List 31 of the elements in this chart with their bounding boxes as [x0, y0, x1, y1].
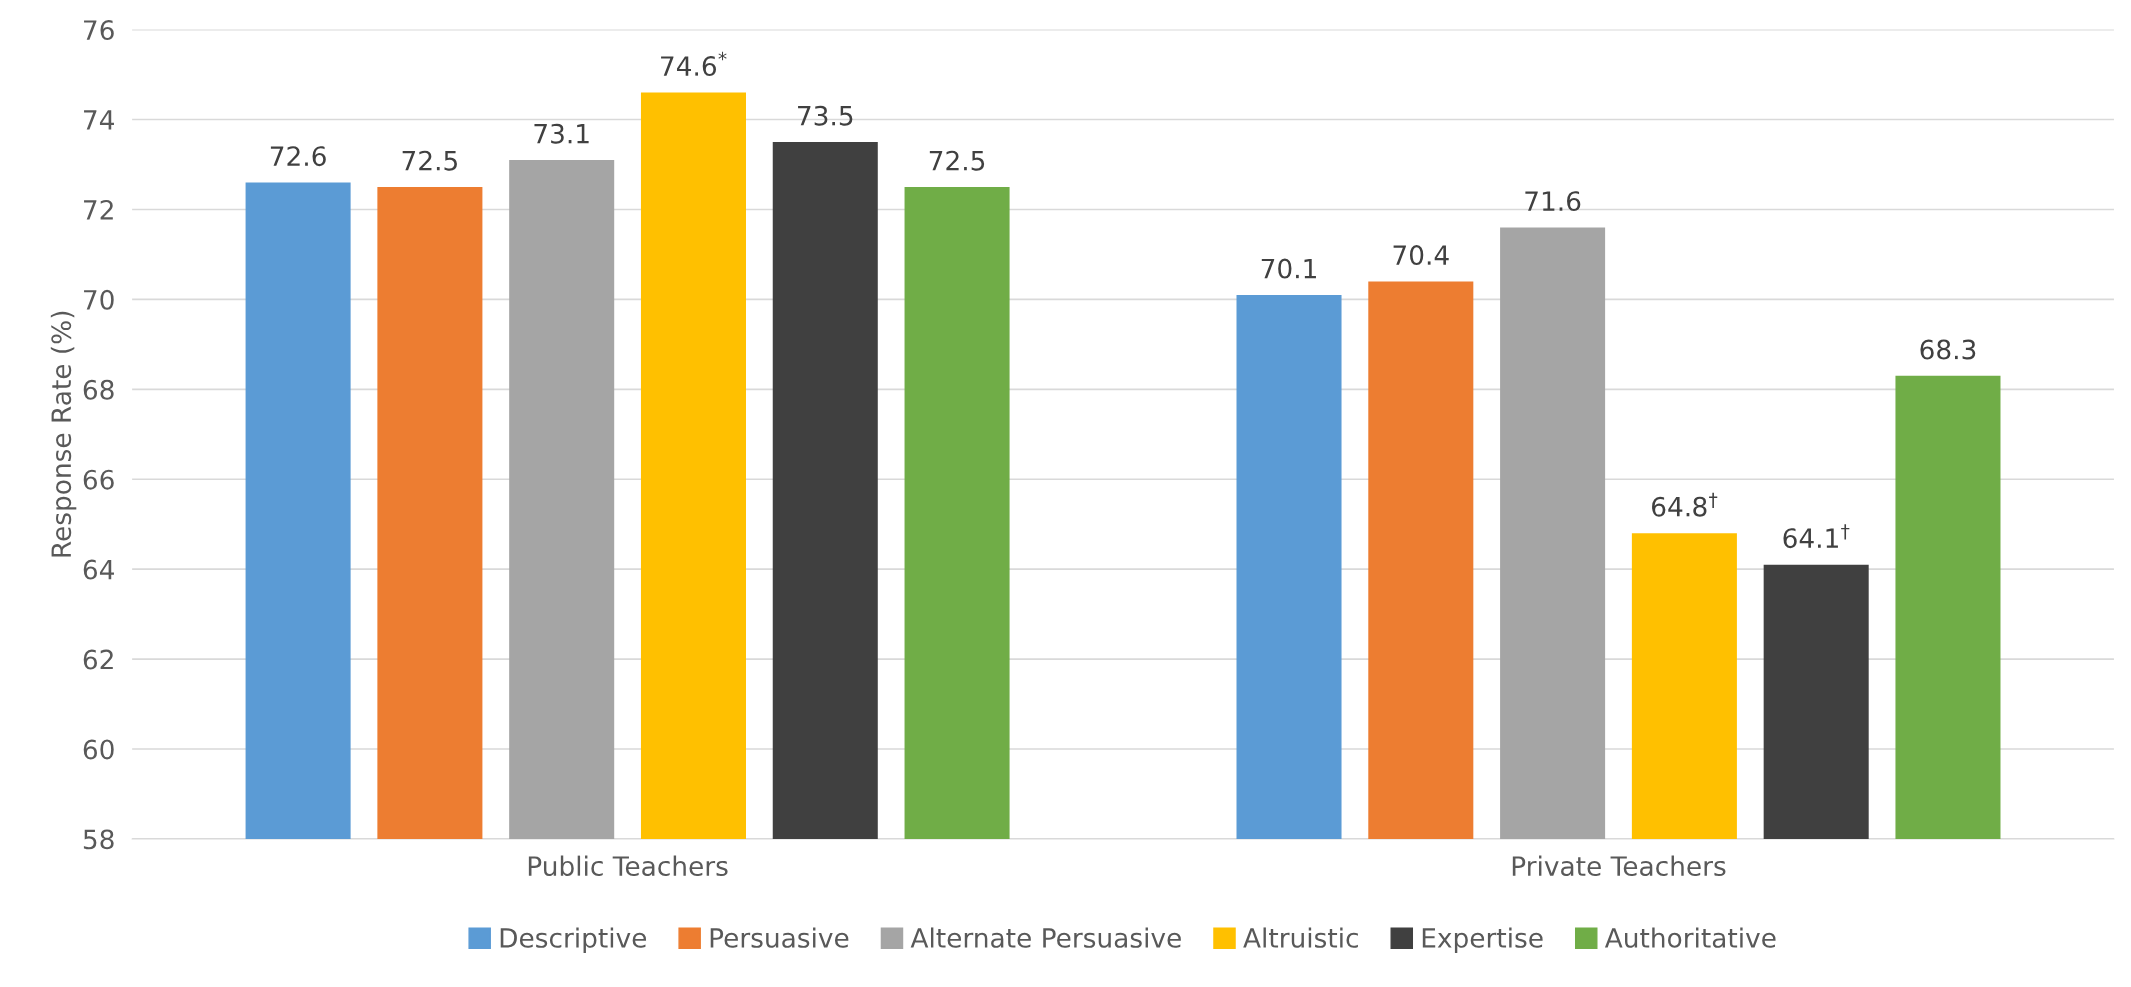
data-label: 70.4 [1393, 245, 1449, 266]
data-label: 72.6 [270, 146, 326, 167]
y-tick-label: 72 [84, 199, 113, 220]
data-label: 68.3 [1920, 339, 1976, 360]
data-label: 74.6$^{*}$ [661, 51, 727, 76]
y-tick-label: 70 [84, 289, 114, 310]
y-tick-label: 64 [83, 559, 114, 580]
data-label: 64.1$^{†}$ [1783, 524, 1850, 549]
y-tick-label: 58 [83, 829, 114, 850]
legend-label: Alternate Persuasive [910, 927, 1181, 948]
data-label: 70.1 [1261, 258, 1316, 279]
x-tick-label: Public Teachers [528, 855, 728, 877]
y-tick-label: 76 [84, 20, 114, 41]
legend-label: Descriptive [500, 927, 647, 953]
legend-label: Expertise [1422, 927, 1543, 953]
data-label: 64.8$^{†}$ [1652, 492, 1718, 517]
y-tick-label: 66 [83, 469, 114, 490]
legend-label: Authoritative [1604, 927, 1776, 948]
data-label: 71.6 [1525, 191, 1581, 212]
x-tick-label: Private Teachers [1512, 855, 1726, 877]
legend-label: Altruistic [1243, 927, 1358, 948]
legend-label: Persuasive [710, 927, 849, 948]
data-label: 73.5 [798, 105, 853, 126]
y-tick-label: 60 [83, 739, 114, 760]
y-tick-label: 62 [83, 649, 113, 670]
data-label: 72.5 [929, 150, 985, 171]
y-tick-label: 68 [83, 379, 114, 400]
data-label: 72.5 [402, 150, 457, 171]
y-tick-label: 74 [84, 110, 114, 130]
data-label: 73.1 [534, 123, 589, 144]
y-axis-title: Response Rate (%) [50, 311, 77, 557]
